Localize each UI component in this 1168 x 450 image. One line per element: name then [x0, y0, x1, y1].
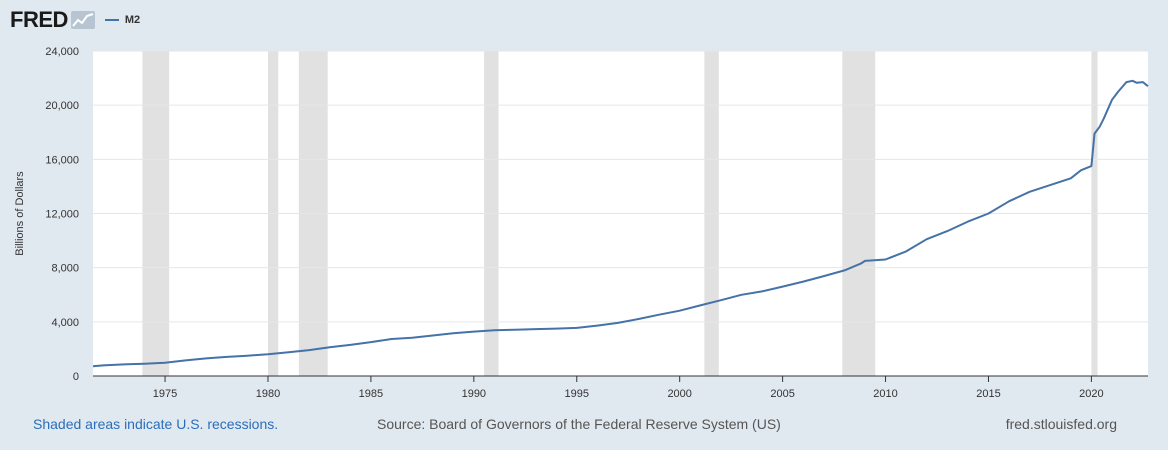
legend: M2	[104, 14, 141, 26]
x-tick-label-2005: 2005	[770, 388, 794, 400]
x-tick-label-1985: 1985	[359, 388, 383, 400]
y-tick-label-12000: 12,000	[45, 209, 79, 221]
x-tick-label-1990: 1990	[462, 388, 486, 400]
y-tick-label-20000: 20,000	[45, 100, 79, 112]
y-tick-label-24000: 24,000	[45, 46, 79, 58]
source-text: Source: Board of Governors of the Federa…	[377, 416, 781, 432]
x-tick-label-1995: 1995	[565, 388, 589, 400]
legend-label[interactable]: M2	[124, 14, 141, 26]
y-tick-label-8000: 8,000	[51, 263, 79, 275]
m2-line-chart: 0 4,000 8,000 12,000 16,000 20,000 24,000 1975…	[14, 46, 1149, 400]
recession-note[interactable]: Shaded areas indicate U.S. recessions.	[33, 416, 279, 432]
fred-logo[interactable]: FRED	[10, 7, 68, 32]
header: FRED M2	[10, 6, 140, 34]
y-tick-label-16000: 16,000	[45, 154, 79, 166]
x-tick-label-2000: 2000	[667, 388, 691, 400]
y-axis-label: Billions of Dollars	[14, 171, 26, 256]
x-tick-label-2010: 2010	[873, 388, 897, 400]
x-tick-label-1975: 1975	[153, 388, 177, 400]
x-tick-label-2015: 2015	[976, 388, 1000, 400]
site-url[interactable]: fred.stlouisfed.org	[1005, 416, 1117, 432]
y-axis-ticks: 0 4,000 8,000 12,000 16,000 20,000 24,000	[45, 46, 79, 383]
x-axis-ticks: 1975 1980 1985 1990 1995 2000 2005 2010 2015 2020	[153, 376, 1104, 400]
legend-line-swatch	[104, 19, 119, 21]
y-tick-label-4000: 4,000	[51, 317, 79, 329]
x-tick-label-2020: 2020	[1079, 388, 1103, 400]
line-chart-icon	[70, 11, 95, 29]
grid-lines	[93, 50, 1148, 377]
x-tick-label-1980: 1980	[256, 388, 280, 400]
m2-series-line[interactable]	[92, 79, 1149, 368]
y-tick-label-0: 0	[73, 371, 79, 383]
